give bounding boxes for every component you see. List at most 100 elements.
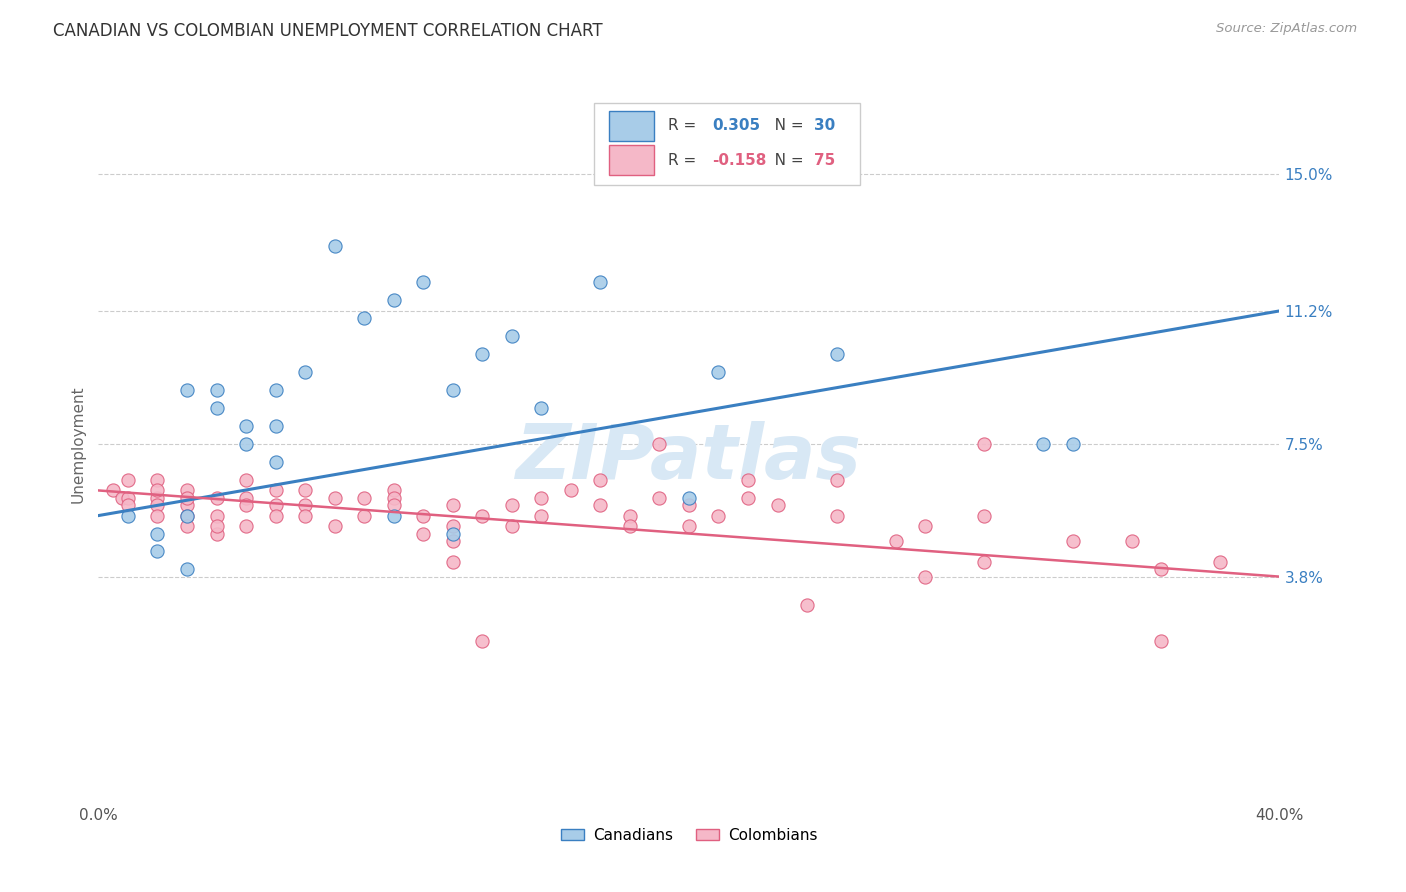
Text: 75: 75 xyxy=(814,153,835,168)
Point xyxy=(235,491,257,505)
Point xyxy=(796,599,818,613)
Point xyxy=(412,526,434,541)
Point xyxy=(707,365,730,379)
Point xyxy=(353,508,375,523)
Point xyxy=(678,491,700,505)
Point xyxy=(205,401,228,415)
Text: -0.158: -0.158 xyxy=(713,153,766,168)
Point xyxy=(294,508,316,523)
Point xyxy=(914,519,936,533)
Point xyxy=(176,508,198,523)
Point xyxy=(412,508,434,523)
Point xyxy=(471,634,494,648)
Point xyxy=(530,401,553,415)
Point xyxy=(825,473,848,487)
Point xyxy=(471,347,494,361)
Point xyxy=(501,498,523,512)
Point xyxy=(103,483,125,498)
Point xyxy=(560,483,582,498)
Point xyxy=(353,491,375,505)
Point xyxy=(441,519,464,533)
Bar xyxy=(595,103,860,186)
Point xyxy=(176,483,198,498)
Point xyxy=(441,383,464,397)
Point xyxy=(176,508,198,523)
Point xyxy=(1150,634,1173,648)
Point xyxy=(441,526,464,541)
Point xyxy=(176,383,198,397)
Point xyxy=(412,275,434,289)
Y-axis label: Unemployment: Unemployment xyxy=(70,385,86,502)
Point xyxy=(973,508,995,523)
Point xyxy=(648,491,671,505)
Point xyxy=(678,519,700,533)
Point xyxy=(146,544,169,558)
Bar xyxy=(609,111,654,141)
Point xyxy=(264,508,287,523)
Point xyxy=(1032,437,1054,451)
Text: CANADIAN VS COLOMBIAN UNEMPLOYMENT CORRELATION CHART: CANADIAN VS COLOMBIAN UNEMPLOYMENT CORRE… xyxy=(53,22,603,40)
Point xyxy=(382,491,405,505)
Point xyxy=(530,508,553,523)
Text: ZIPatlas: ZIPatlas xyxy=(516,421,862,495)
Point xyxy=(825,508,848,523)
Point xyxy=(382,293,405,307)
Point xyxy=(264,483,287,498)
Point xyxy=(825,347,848,361)
Point xyxy=(707,508,730,523)
Point xyxy=(111,491,134,505)
Point xyxy=(146,473,169,487)
Point xyxy=(1150,562,1173,576)
Point xyxy=(323,491,346,505)
Point xyxy=(441,498,464,512)
Point xyxy=(205,519,228,533)
Point xyxy=(353,311,375,326)
Bar xyxy=(609,145,654,175)
Point xyxy=(264,418,287,433)
Point xyxy=(973,437,995,451)
Point xyxy=(648,437,671,451)
Point xyxy=(619,508,641,523)
Point xyxy=(471,508,494,523)
Point xyxy=(176,491,198,505)
Point xyxy=(589,473,612,487)
Text: N =: N = xyxy=(759,118,808,133)
Point xyxy=(678,498,700,512)
Point xyxy=(117,508,139,523)
Point xyxy=(1121,533,1143,548)
Point xyxy=(441,555,464,569)
Point xyxy=(323,519,346,533)
Point xyxy=(205,508,228,523)
Text: R =: R = xyxy=(668,118,700,133)
Point xyxy=(264,383,287,397)
Point xyxy=(235,473,257,487)
Point xyxy=(530,491,553,505)
Point xyxy=(264,498,287,512)
Text: 0.305: 0.305 xyxy=(713,118,761,133)
Legend: Canadians, Colombians: Canadians, Colombians xyxy=(554,822,824,849)
Point xyxy=(235,418,257,433)
Point xyxy=(914,569,936,583)
Text: N =: N = xyxy=(759,153,808,168)
Point xyxy=(176,498,198,512)
Point xyxy=(884,533,907,548)
Point xyxy=(1209,555,1232,569)
Point xyxy=(117,473,139,487)
Point xyxy=(235,437,257,451)
Point xyxy=(146,483,169,498)
Point xyxy=(737,491,759,505)
Point xyxy=(382,483,405,498)
Point xyxy=(294,483,316,498)
Point xyxy=(382,498,405,512)
Point xyxy=(294,365,316,379)
Point xyxy=(589,498,612,512)
Point xyxy=(766,498,789,512)
Point xyxy=(205,491,228,505)
Point xyxy=(205,526,228,541)
Point xyxy=(117,498,139,512)
Point xyxy=(235,498,257,512)
Text: 30: 30 xyxy=(814,118,835,133)
Point xyxy=(294,498,316,512)
Text: Source: ZipAtlas.com: Source: ZipAtlas.com xyxy=(1216,22,1357,36)
Point xyxy=(501,519,523,533)
